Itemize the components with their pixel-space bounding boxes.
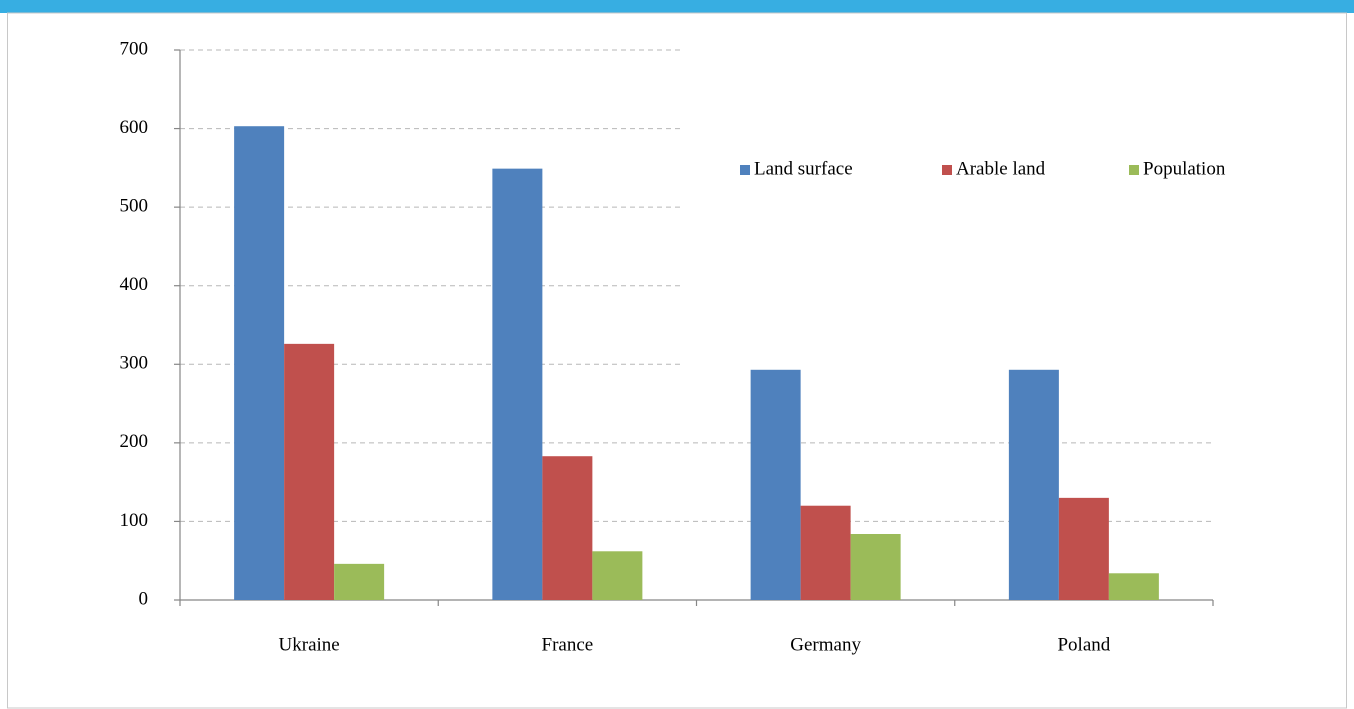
x-tick-label: France [542, 634, 594, 655]
bar [750, 369, 801, 600]
bar [592, 551, 643, 600]
x-tick-label: Poland [1057, 634, 1110, 655]
bar [334, 563, 385, 600]
y-tick-label: 100 [120, 510, 149, 531]
bar [850, 534, 901, 600]
legend-label: Population [1143, 158, 1226, 179]
bar [284, 343, 335, 600]
legend-swatch [740, 165, 750, 175]
legend-swatch [942, 165, 952, 175]
x-tick-label: Germany [790, 634, 861, 655]
bar [492, 168, 543, 600]
bar [1058, 497, 1109, 600]
bar [1008, 369, 1059, 600]
x-tick-label: Ukraine [279, 634, 340, 655]
y-tick-label: 300 [120, 353, 149, 374]
y-tick-label: 600 [120, 117, 149, 138]
legend-box [682, 40, 1242, 380]
legend-label: Land surface [754, 158, 853, 179]
y-tick-label: 500 [120, 196, 149, 217]
header-bar [0, 0, 1354, 13]
bar [1108, 573, 1159, 600]
legend-label: Arable land [956, 158, 1046, 179]
frame [7, 12, 1347, 709]
bar [800, 505, 851, 600]
y-tick-label: 200 [120, 431, 149, 452]
y-tick-label: 700 [120, 38, 149, 59]
y-tick-label: 400 [120, 274, 149, 295]
bar [542, 456, 593, 600]
bar [234, 126, 285, 600]
y-tick-label: 0 [139, 588, 149, 609]
legend-swatch [1129, 165, 1139, 175]
